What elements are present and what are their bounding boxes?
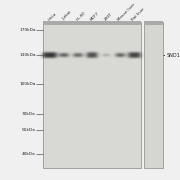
Bar: [145, 22, 163, 168]
Text: HeLa: HeLa: [47, 11, 57, 21]
Text: 100kDa: 100kDa: [19, 82, 35, 86]
Text: Jurkat: Jurkat: [61, 10, 72, 21]
Bar: [43, 21, 141, 25]
Text: MCF7: MCF7: [89, 11, 100, 21]
Text: 55kDa: 55kDa: [22, 128, 35, 132]
Bar: [145, 21, 163, 25]
Text: 70kDa: 70kDa: [22, 112, 35, 116]
Text: 170kDa: 170kDa: [19, 28, 35, 32]
Text: Mouse liver: Mouse liver: [117, 2, 136, 21]
Text: 40kDa: 40kDa: [22, 152, 35, 156]
Text: 293T: 293T: [103, 11, 113, 21]
Bar: [43, 22, 141, 168]
Text: SND1: SND1: [166, 53, 180, 58]
Text: HL-60: HL-60: [75, 10, 86, 21]
Text: 130kDa: 130kDa: [19, 53, 35, 57]
Text: Rat liver: Rat liver: [131, 6, 146, 21]
